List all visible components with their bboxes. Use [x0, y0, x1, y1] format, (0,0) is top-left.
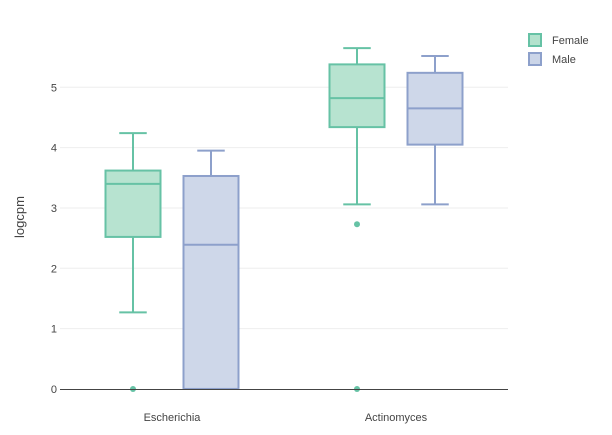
y-axis-title: logcpm	[12, 196, 27, 238]
x-tick-label-actinomyces: Actinomyces	[365, 412, 428, 424]
legend-item-male[interactable]: Male	[528, 52, 576, 66]
iqr-box	[328, 63, 386, 129]
legend-swatch	[528, 52, 542, 66]
outlier-point	[354, 221, 360, 228]
x-tick-label-escherichia: Escherichia	[144, 412, 202, 424]
box-series	[104, 47, 464, 392]
y-tick-labels: 0 1 2 3 4 5	[51, 82, 57, 396]
box-female-escherichia	[104, 132, 162, 392]
box-male-actinomyces	[406, 54, 464, 206]
y-tick-label: 1	[51, 324, 57, 336]
iqr-box	[182, 174, 240, 390]
y-tick-label: 4	[51, 143, 57, 155]
iqr-box	[104, 169, 162, 238]
y-tick-label: 5	[51, 82, 57, 94]
box-female-actinomyces	[328, 47, 386, 392]
box-male-escherichia	[182, 149, 240, 390]
legend-swatch	[528, 33, 542, 47]
y-tick-label: 2	[51, 263, 57, 275]
y-tick-label: 0	[51, 384, 57, 396]
y-tick-label: 3	[51, 203, 57, 215]
legend-item-female[interactable]: Female	[528, 33, 589, 47]
series-male	[182, 54, 464, 390]
series-female	[104, 47, 386, 392]
legend-label: Female	[552, 35, 589, 47]
legend-label: Male	[552, 54, 576, 66]
legend[interactable]: Female Male	[528, 33, 589, 66]
x-tick-labels: Escherichia Actinomyces	[144, 412, 428, 424]
